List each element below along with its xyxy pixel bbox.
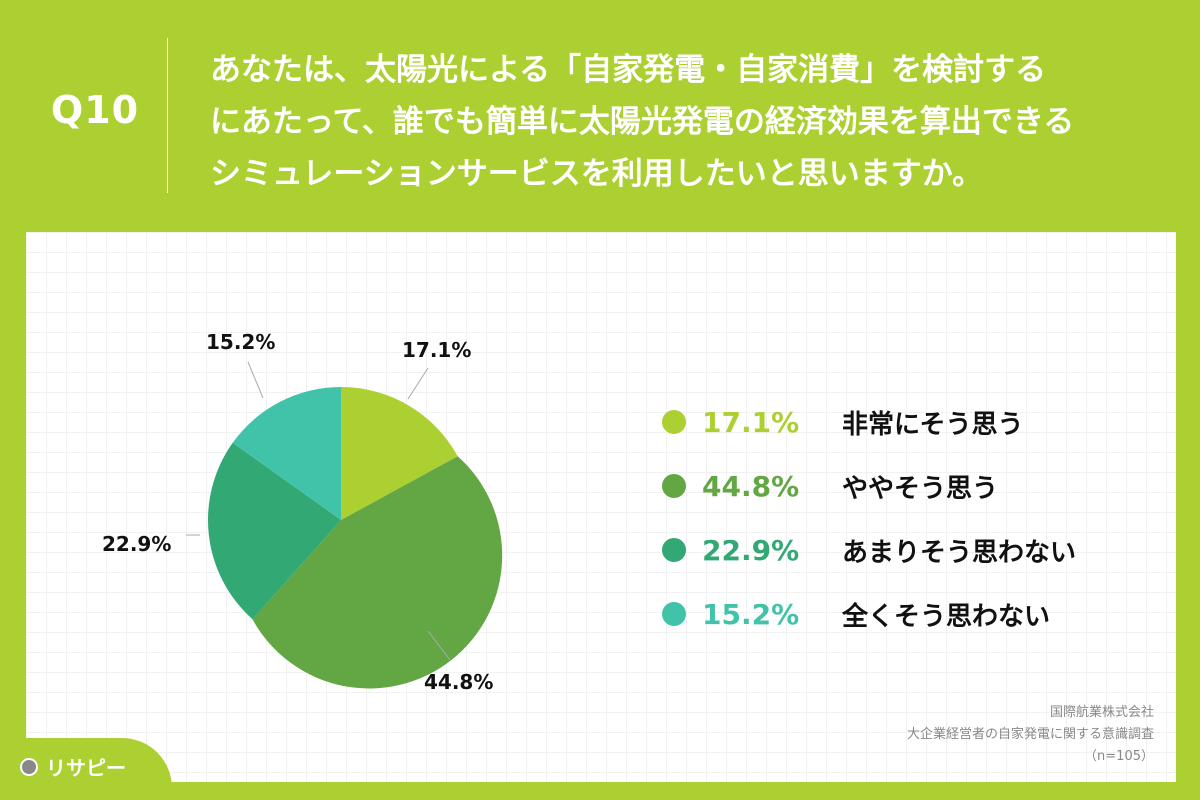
source-survey: 大企業経営者の自家発電に関する意識調査 (906, 727, 1154, 742)
legend: 17.1% 非常にそう思う 44.8% ややそう思う 22.9% あまりそう思わ… (662, 390, 1076, 646)
legend-item: 15.2% 全くそう思わない (662, 582, 1076, 646)
question-text: あなたは、太陽光による「自家発電・自家消費」を検討する にあたって、誰でも簡単に… (210, 44, 1170, 200)
legend-dot-icon (662, 410, 686, 434)
legend-pct: 44.8% (702, 469, 800, 503)
slice-not-much (207, 442, 341, 620)
legend-pct: 17.1% (702, 405, 800, 439)
pie-label-15-2: 15.2% (206, 330, 276, 354)
pie-label-22-9: 22.9% (102, 532, 172, 556)
slice-not-at-all (232, 387, 341, 520)
source-company: 国際航業株式会社 (1049, 705, 1154, 720)
legend-pct: 22.9% (702, 533, 800, 567)
legend-dot-icon (662, 602, 686, 626)
legend-item: 17.1% 非常にそう思う (662, 390, 1076, 454)
legend-dot-icon (662, 538, 686, 562)
legend-label: ややそう思う (842, 473, 999, 504)
question-line-3: シミュレーションサービスを利用したいと思いますか。 (210, 156, 984, 192)
chart-panel: 17.1% 15.2% 22.9% 44.8% 17.1% 非常にそう思う 44… (26, 232, 1176, 782)
pin-icon (20, 757, 38, 776)
question-line-1: あなたは、太陽光による「自家発電・自家消費」を検討する (210, 52, 1047, 88)
question-line-2: にあたって、誰でも簡単に太陽光発電の経済効果を算出できる (210, 104, 1075, 140)
pie-label-17-1: 17.1% (402, 338, 472, 362)
slice-very-much (341, 387, 458, 520)
sample-size: （n=105） (1084, 749, 1154, 764)
legend-item: 22.9% あまりそう思わない (662, 518, 1076, 582)
pie-chart (186, 361, 503, 689)
source-note: 国際航業株式会社 大企業経営者の自家発電に関する意識調査 （n=105） (907, 702, 1154, 768)
legend-label: 非常にそう思う (842, 409, 1024, 440)
logo: リサピー (0, 738, 172, 800)
legend-dot-icon (662, 474, 686, 498)
legend-item: 44.8% ややそう思う (662, 454, 1076, 518)
legend-pct: 15.2% (702, 597, 800, 631)
question-header: Q10 あなたは、太陽光による「自家発電・自家消費」を検討する にあたって、誰で… (0, 0, 1200, 232)
header-divider (167, 38, 168, 193)
question-number: Q10 (50, 88, 140, 132)
logo-text: リサピー (46, 756, 126, 780)
legend-label: 全くそう思わない (842, 601, 1051, 632)
pie-label-44-8: 44.8% (424, 670, 494, 694)
slice-somewhat (252, 456, 503, 689)
legend-label: あまりそう思わない (842, 537, 1077, 568)
